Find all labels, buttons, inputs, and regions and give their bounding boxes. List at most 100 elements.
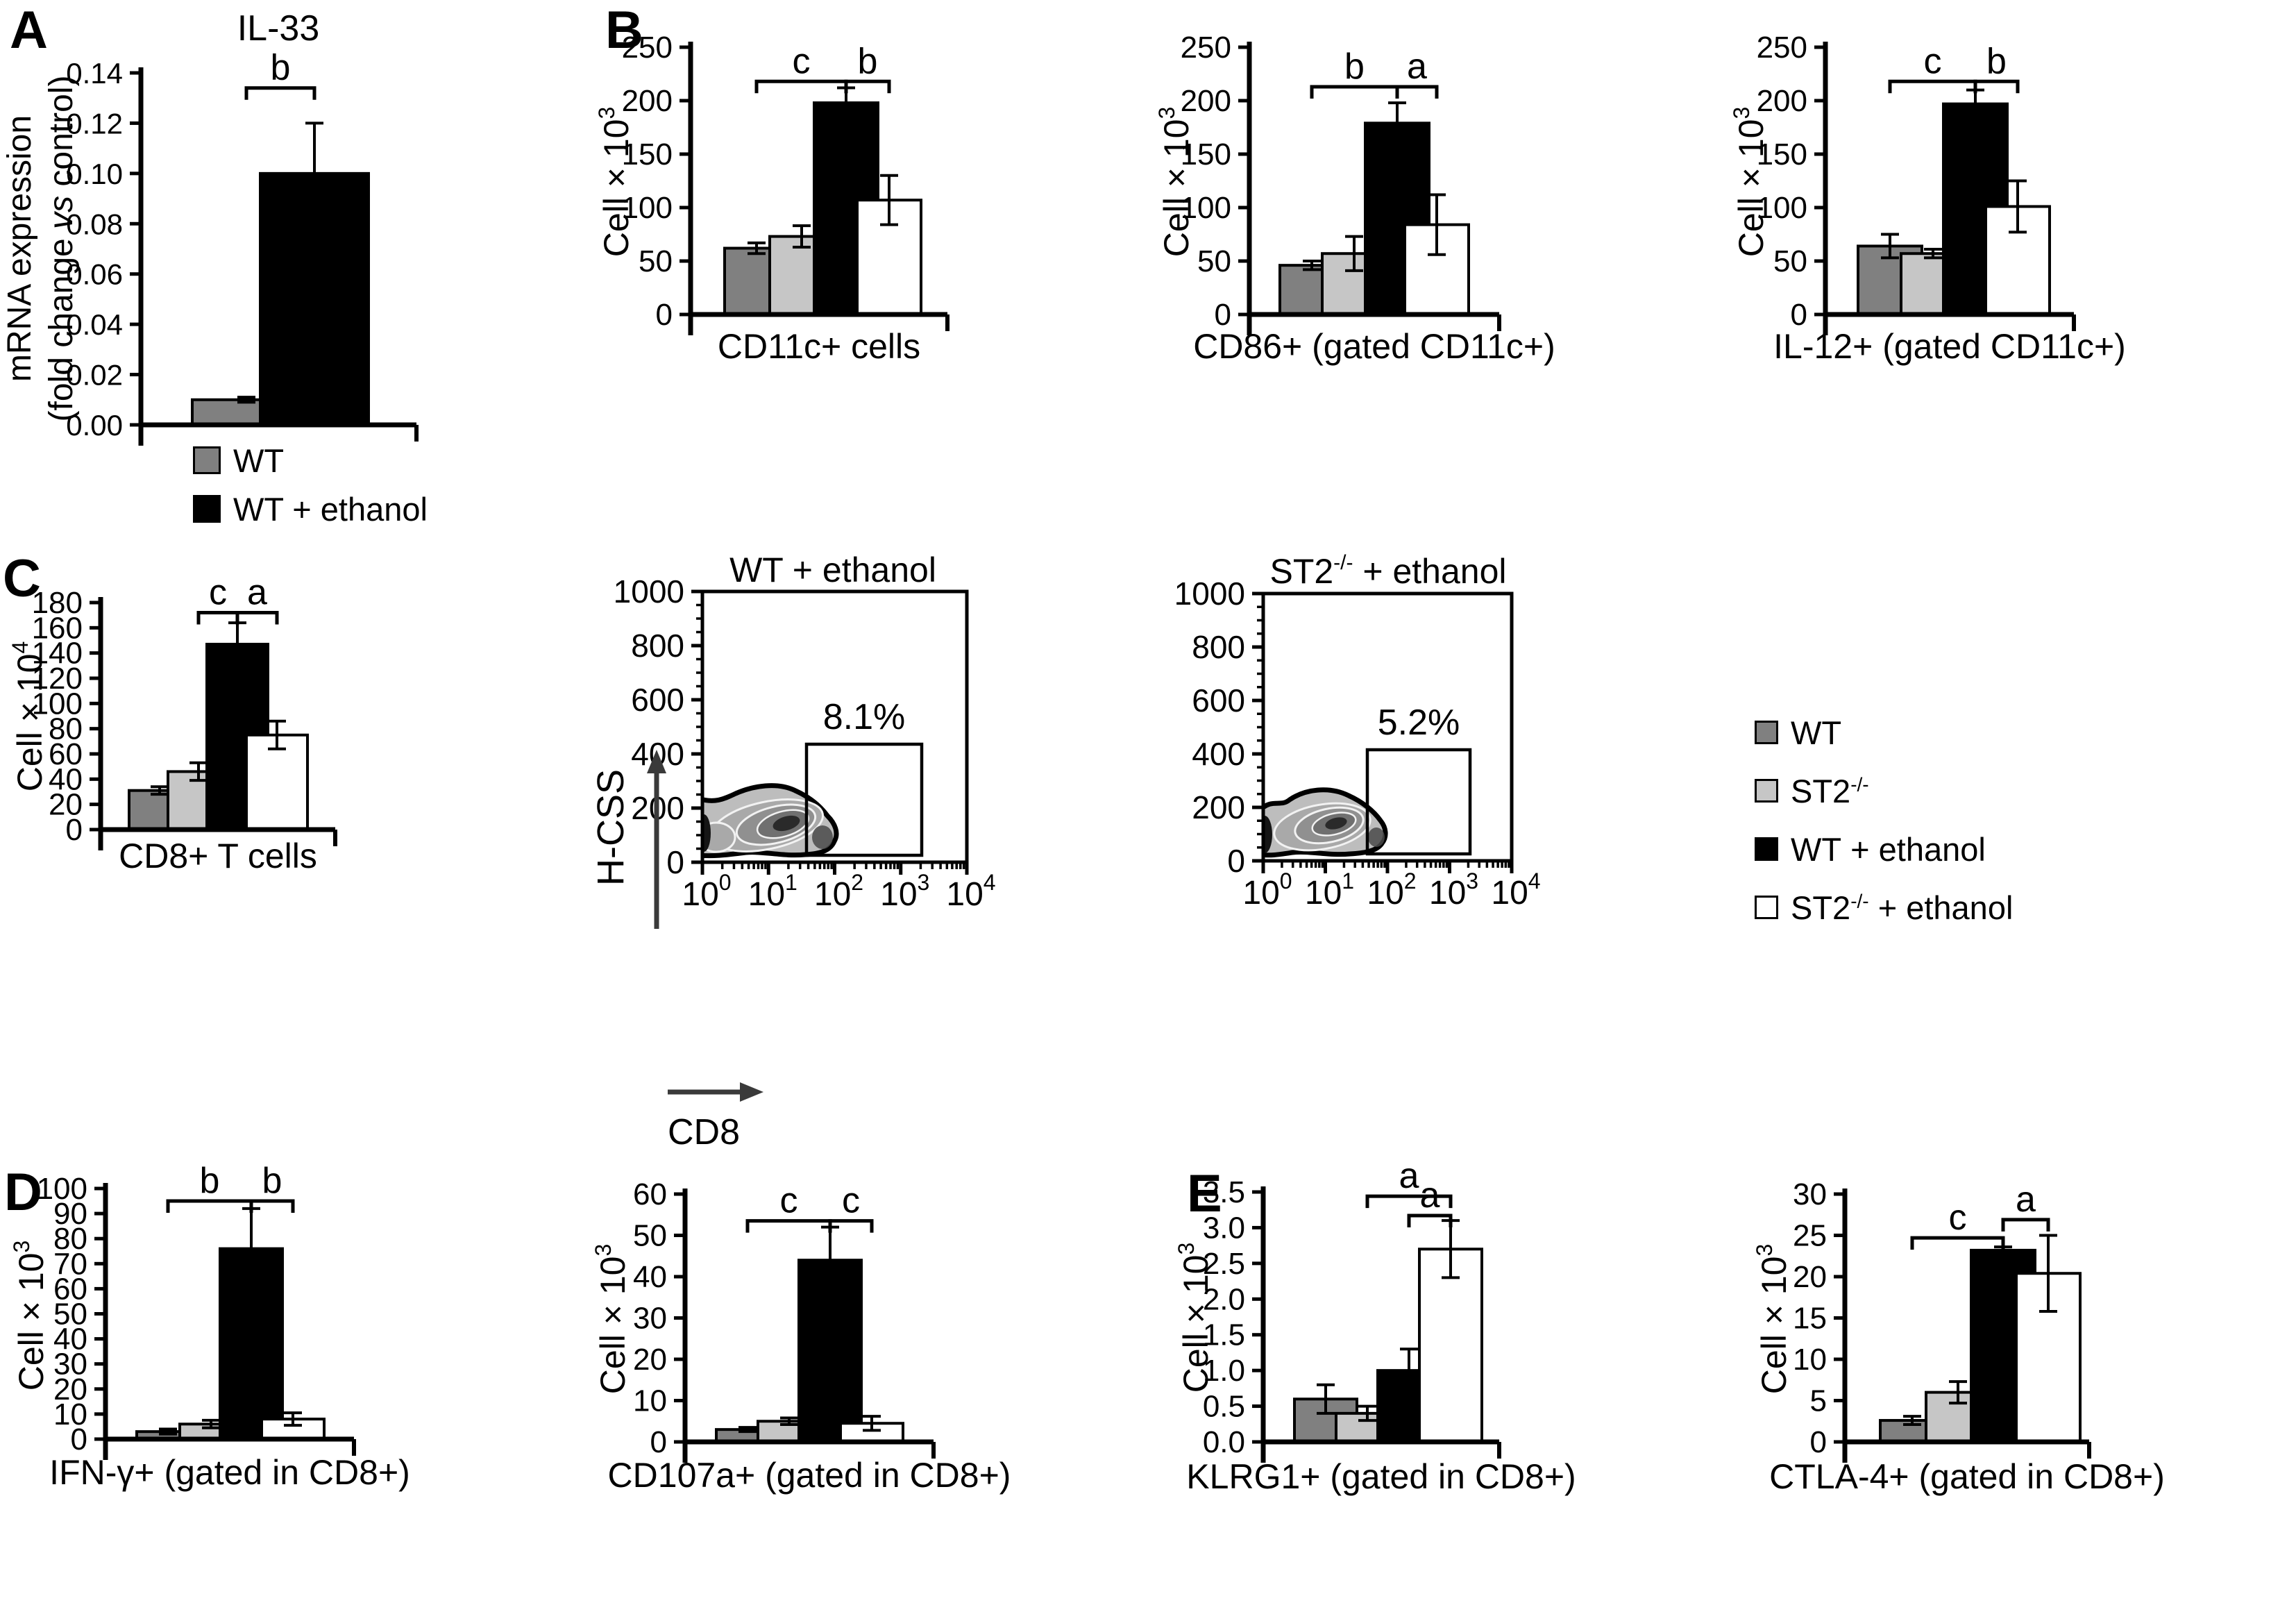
x-tick-label: 104 <box>946 870 995 913</box>
chart-cd86: 0 50 100 150 200 250 Cell × 103 CD86+ (gated CD… <box>1154 31 1555 366</box>
sig-label: a <box>247 573 267 613</box>
y-tick-label: 1000 <box>1174 576 1245 612</box>
y-tick-label: 50 <box>1197 244 1231 278</box>
legend-label-wt-ethanol: WT + ethanol <box>1791 830 1986 868</box>
y-axis-label: mRNA expression <box>1 115 38 382</box>
y-tick-label: 3.5 <box>1203 1175 1245 1209</box>
sig-label: a <box>1399 1156 1419 1196</box>
x-tick-label: 102 <box>1367 868 1416 912</box>
y-tick-label: 0 <box>1227 843 1245 879</box>
x-axis-label: CTLA-4+ (gated in CD8+) <box>1769 1457 2165 1496</box>
y-tick-label: 150 <box>1757 137 1807 171</box>
ssc-h-axis-label: H-CSS <box>590 769 632 886</box>
legend-swatch-st2 <box>1755 779 1778 803</box>
y-tick-label: 0.5 <box>1203 1390 1245 1424</box>
legend-label-st2-ethanol: ST2-/- + ethanol <box>1791 889 2014 926</box>
legend-panel-a: WT WT + ethanol <box>193 444 428 541</box>
panel-label-b: B <box>605 1 643 60</box>
sig-label: c <box>793 41 811 81</box>
legend-item-wt: WT <box>1755 715 2013 750</box>
legend-item-st2-ethanol: ST2-/- + ethanol <box>1755 890 2013 925</box>
y-tick-label: 160 <box>32 611 83 645</box>
legend-item-wt-ethanol: WT + ethanol <box>1755 832 2013 866</box>
sig-bracket <box>828 1219 874 1233</box>
y-tick-label: 20 <box>49 788 83 822</box>
x-tick-label: 104 <box>1491 868 1540 912</box>
x-tick-label: 100 <box>682 870 731 913</box>
flow-title: WT + ethanol <box>729 551 936 589</box>
y-tick-label: 80 <box>49 712 83 746</box>
y-tick-label: 2.5 <box>1203 1247 1245 1281</box>
gate-rect <box>804 742 924 857</box>
y-tick-label: 0.08 <box>66 208 123 240</box>
legend-label-wt: WT <box>233 442 285 479</box>
sig-label: b <box>1986 41 2007 81</box>
y-tick-label: 100 <box>37 1172 87 1206</box>
x-tick-label: 103 <box>880 870 929 913</box>
sig-label: a <box>2016 1179 2036 1220</box>
x-tick-label: 100 <box>1242 868 1292 912</box>
y-tick-label: 200 <box>1757 84 1807 118</box>
y-tick-label: 0 <box>1215 298 1231 332</box>
y-tick-label: 50 <box>633 1219 667 1253</box>
y-tick-label: 30 <box>53 1347 87 1381</box>
panel-label-a: A <box>10 1 48 60</box>
x-tick-label: 102 <box>814 870 863 913</box>
y-tick-label: 50 <box>1773 244 1807 278</box>
chart-il33: 0.00 0.02 0.04 0.06 0.08 0.10 0.12 0.14 mRNA exp… <box>1 8 419 446</box>
sig-bracket <box>1910 1236 2005 1250</box>
sig-label: b <box>262 1161 282 1201</box>
y-tick-label: 800 <box>1192 629 1245 665</box>
y-tick-label: 0.00 <box>66 409 123 442</box>
sig-bracket <box>1365 1194 1453 1209</box>
y-tick-label: 0 <box>71 1422 87 1456</box>
x-tick-label: 103 <box>1429 868 1478 912</box>
y-tick-label: 400 <box>1192 736 1245 772</box>
y-axis-label: (fold change vs control) <box>43 76 80 422</box>
legend-swatch-wt <box>1755 721 1778 744</box>
x-axis-label: CD8+ T cells <box>119 837 317 875</box>
sig-label: c <box>1924 41 1942 81</box>
y-tick-label: 150 <box>622 137 673 171</box>
y-tick-label: 30 <box>633 1302 667 1336</box>
y-axis-label: Cell × 104 <box>8 641 49 792</box>
gate-percentage: 5.2% <box>1378 703 1460 743</box>
y-tick-label: 180 <box>32 586 83 620</box>
chart-klrg1: 0.00.51.01.52.02.53.03.5 Cell × 103 KLRG1+… <box>1174 1156 1576 1496</box>
y-tick-label: 25 <box>1793 1219 1827 1253</box>
y-tick-label: 200 <box>622 84 673 118</box>
y-tick-label: 80 <box>53 1222 87 1256</box>
legend-swatch-st2-ethanol <box>1755 896 1778 919</box>
sig-bracket <box>235 611 279 625</box>
panel-label-e: E <box>1187 1164 1222 1223</box>
y-tick-label: 0 <box>656 298 673 332</box>
y-axis-label: Cell × 103 <box>591 1244 632 1395</box>
y-tick-label: 15 <box>1793 1302 1827 1336</box>
y-tick-label: 60 <box>53 1272 87 1306</box>
sig-label: b <box>200 1161 220 1201</box>
sig-label: c <box>1949 1198 1967 1238</box>
y-tick-label: 0.02 <box>66 359 123 392</box>
sig-bracket <box>244 86 316 100</box>
sig-label: a <box>1407 47 1427 87</box>
y-tick-label: 3.0 <box>1203 1211 1245 1245</box>
y-tick-label: 5 <box>1810 1384 1827 1418</box>
y-tick-label: 20 <box>53 1372 87 1406</box>
sig-bracket <box>1973 79 2020 94</box>
sig-label: c <box>209 573 227 613</box>
sig-bracket <box>166 1199 253 1213</box>
y-axis-label: Cell × 103 <box>1154 107 1196 258</box>
y-axis-label: Cell × 103 <box>9 1241 51 1391</box>
y-tick-label: 200 <box>1192 789 1245 825</box>
y-tick-label: 0 <box>1791 298 1807 332</box>
sig-bracket <box>745 1219 832 1233</box>
legend-item-wt-ethanol: WT + ethanol <box>193 493 428 526</box>
y-tick-label: 10 <box>53 1397 87 1431</box>
legend-swatch-wt-ethanol <box>193 495 221 523</box>
y-tick-label: 1.5 <box>1203 1318 1245 1352</box>
y-tick-label: 100 <box>1181 191 1231 225</box>
y-tick-label: 20 <box>633 1343 667 1377</box>
